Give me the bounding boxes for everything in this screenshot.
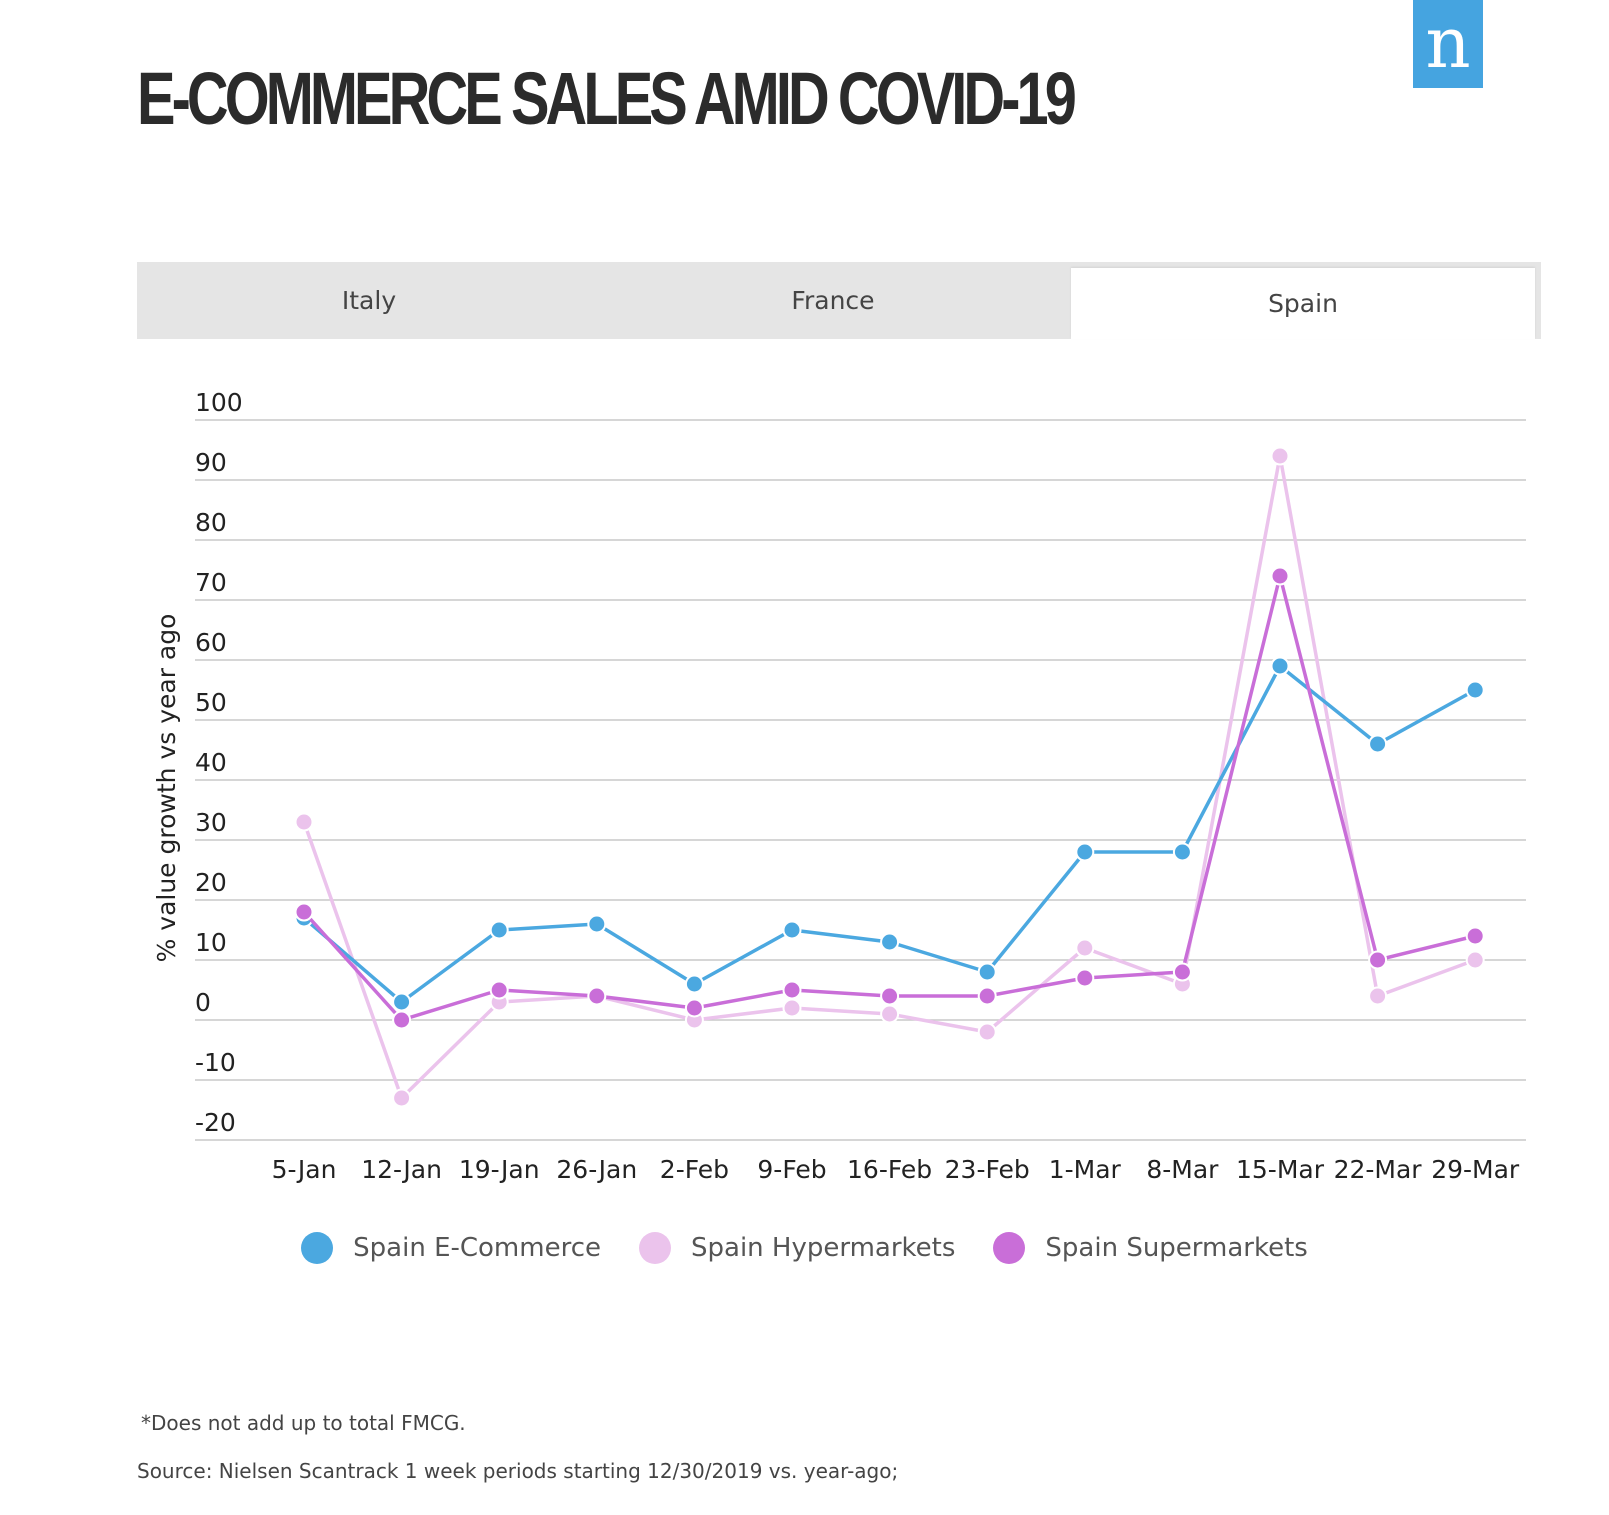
data-point xyxy=(1075,842,1095,862)
country-tabs: Italy France Spain xyxy=(137,262,1541,339)
y-tick-label: -10 xyxy=(195,1048,236,1077)
y-tick-label: 30 xyxy=(195,808,227,837)
data-point xyxy=(489,920,509,940)
data-point xyxy=(1465,950,1485,970)
legend-swatch-supermarkets xyxy=(993,1232,1026,1264)
y-tick-label: 20 xyxy=(195,868,227,897)
x-tick-label: 26-Jan xyxy=(556,1155,637,1184)
y-tick-label: 40 xyxy=(195,748,227,777)
y-tick-label: 50 xyxy=(195,688,227,717)
x-tick-labels: 5-Jan 12-Jan 19-Jan 26-Jan 2-Feb 9-Feb 16-Feb 2… xyxy=(272,1155,1520,1184)
x-tick-label: 8-Mar xyxy=(1146,1155,1219,1184)
y-tick-label: 100 xyxy=(195,388,243,417)
footnote: *Does not add up to total FMCG. xyxy=(141,1411,466,1435)
y-tick-label: 70 xyxy=(195,568,227,597)
legend-item-supermarkets[interactable]: Spain Supermarkets xyxy=(993,1232,1308,1264)
series-line xyxy=(302,664,1477,1004)
data-point xyxy=(880,932,900,952)
data-point xyxy=(880,1004,900,1024)
tab-france[interactable]: France xyxy=(791,286,875,315)
data-point xyxy=(1368,986,1388,1006)
x-tick-label: 1-Mar xyxy=(1049,1155,1122,1184)
data-point xyxy=(782,920,802,940)
legend-label: Spain Hypermarkets xyxy=(691,1233,956,1263)
data-point xyxy=(977,986,997,1006)
data-point xyxy=(782,980,802,1000)
chart-legend: Spain E-Commerce Spain Hypermarkets Spai… xyxy=(0,1232,1609,1264)
legend-label: Spain Supermarkets xyxy=(1045,1233,1308,1263)
x-tick-label: 9-Feb xyxy=(757,1155,826,1184)
nielsen-logo: n xyxy=(1413,0,1483,88)
y-axis-label: % value growth vs year ago xyxy=(152,614,181,963)
y-tick-label: 80 xyxy=(195,508,227,537)
x-tick-label: 23-Feb xyxy=(945,1155,1030,1184)
data-point xyxy=(294,812,314,832)
data-point xyxy=(1075,968,1095,988)
data-point xyxy=(1270,656,1290,676)
series-spain-supermarkets xyxy=(294,566,1485,1030)
data-point xyxy=(684,974,704,994)
data-point xyxy=(392,1010,412,1030)
series-spain-e-commerce xyxy=(294,656,1485,1012)
y-tick-label: -20 xyxy=(195,1108,236,1137)
data-point xyxy=(1465,680,1485,700)
x-tick-label: 16-Feb xyxy=(847,1155,932,1184)
data-point xyxy=(1172,842,1192,862)
data-point xyxy=(977,962,997,982)
data-point xyxy=(1368,950,1388,970)
data-point xyxy=(489,980,509,1000)
x-tick-label: 22-Mar xyxy=(1334,1155,1423,1184)
legend-label: Spain E-Commerce xyxy=(353,1233,601,1263)
x-tick-label: 15-Mar xyxy=(1236,1155,1325,1184)
series-line xyxy=(302,574,1476,1022)
data-point xyxy=(684,998,704,1018)
y-tick-label: 60 xyxy=(195,628,227,657)
data-point xyxy=(782,998,802,1018)
y-tick-label: 90 xyxy=(195,448,227,477)
y-tick-label: 0 xyxy=(195,988,211,1017)
grid-layer xyxy=(195,419,1526,1141)
data-point xyxy=(1465,926,1485,946)
y-tick-label: 10 xyxy=(195,928,227,957)
x-tick-label: 5-Jan xyxy=(272,1155,337,1184)
data-point xyxy=(880,986,900,1006)
data-point xyxy=(1270,446,1290,466)
series-layer xyxy=(294,446,1485,1108)
data-point xyxy=(587,986,607,1006)
data-point xyxy=(392,1088,412,1108)
data-point xyxy=(977,1022,997,1042)
data-point xyxy=(1172,962,1192,982)
legend-swatch-hypermarkets xyxy=(639,1232,671,1264)
x-tick-label: 12-Jan xyxy=(361,1155,442,1184)
data-point xyxy=(1075,938,1095,958)
data-point xyxy=(1368,734,1388,754)
series-spain-hypermarkets xyxy=(294,446,1485,1108)
data-point xyxy=(294,902,314,922)
legend-swatch-ecommerce xyxy=(301,1232,334,1264)
data-point xyxy=(1270,566,1290,586)
legend-item-hypermarkets[interactable]: Spain Hypermarkets xyxy=(639,1232,955,1264)
data-point xyxy=(392,992,412,1012)
tab-italy[interactable]: Italy xyxy=(341,286,397,315)
data-point xyxy=(587,914,607,934)
tab-spain[interactable]: Spain xyxy=(1071,268,1535,339)
x-tick-label: 19-Jan xyxy=(459,1155,540,1184)
legend-item-ecommerce[interactable]: Spain E-Commerce xyxy=(301,1232,601,1264)
page-title: E-COMMERCE SALES AMID COVID-19 xyxy=(137,57,1077,140)
x-tick-label: 2-Feb xyxy=(660,1155,729,1184)
x-tick-label: 29-Mar xyxy=(1431,1155,1520,1184)
source-note: Source: Nielsen Scantrack 1 week periods… xyxy=(137,1459,899,1483)
